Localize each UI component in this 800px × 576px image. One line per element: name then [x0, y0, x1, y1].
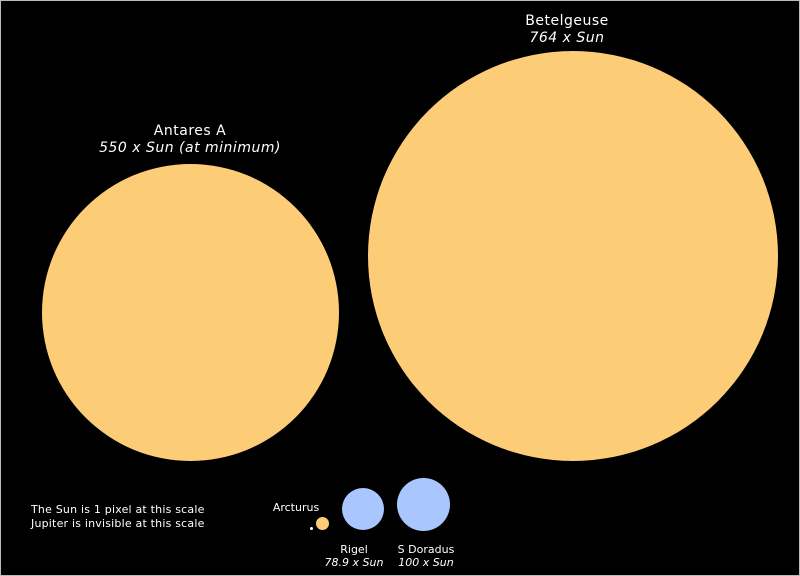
betelgeuse-size: 764 x Sun	[529, 30, 605, 46]
s-doradus-size: 100 x Sun	[398, 556, 454, 569]
arcturus-name: Arcturus	[272, 501, 320, 514]
antares-name: Antares A	[153, 123, 227, 139]
rigel-disc	[342, 488, 384, 530]
betelgeuse-disc	[368, 51, 778, 461]
betelgeuse-name: Betelgeuse	[525, 13, 609, 29]
antares-disc	[42, 164, 339, 461]
antares-label: Antares A 550 x Sun (at minimum)	[99, 123, 281, 157]
betelgeuse-label: Betelgeuse 764 x Sun	[525, 13, 609, 47]
sun-scale-note: The Sun is 1 pixel at this scale	[31, 503, 205, 516]
arcturus-marker-dot	[310, 527, 313, 530]
s-doradus-disc	[397, 478, 450, 531]
rigel-label: Rigel 78.9 x Sun	[325, 543, 384, 569]
rigel-name: Rigel	[340, 543, 368, 556]
rigel-size: 78.9 x Sun	[324, 556, 384, 569]
s-doradus-label: S Doradus 100 x Sun	[398, 543, 455, 569]
arcturus-label: Arcturus	[273, 501, 319, 514]
arcturus-disc	[316, 517, 329, 530]
antares-size: 550 x Sun (at minimum)	[99, 140, 281, 156]
s-doradus-name: S Doradus	[397, 543, 455, 556]
jupiter-scale-note: Jupiter is invisible at this scale	[31, 517, 205, 530]
